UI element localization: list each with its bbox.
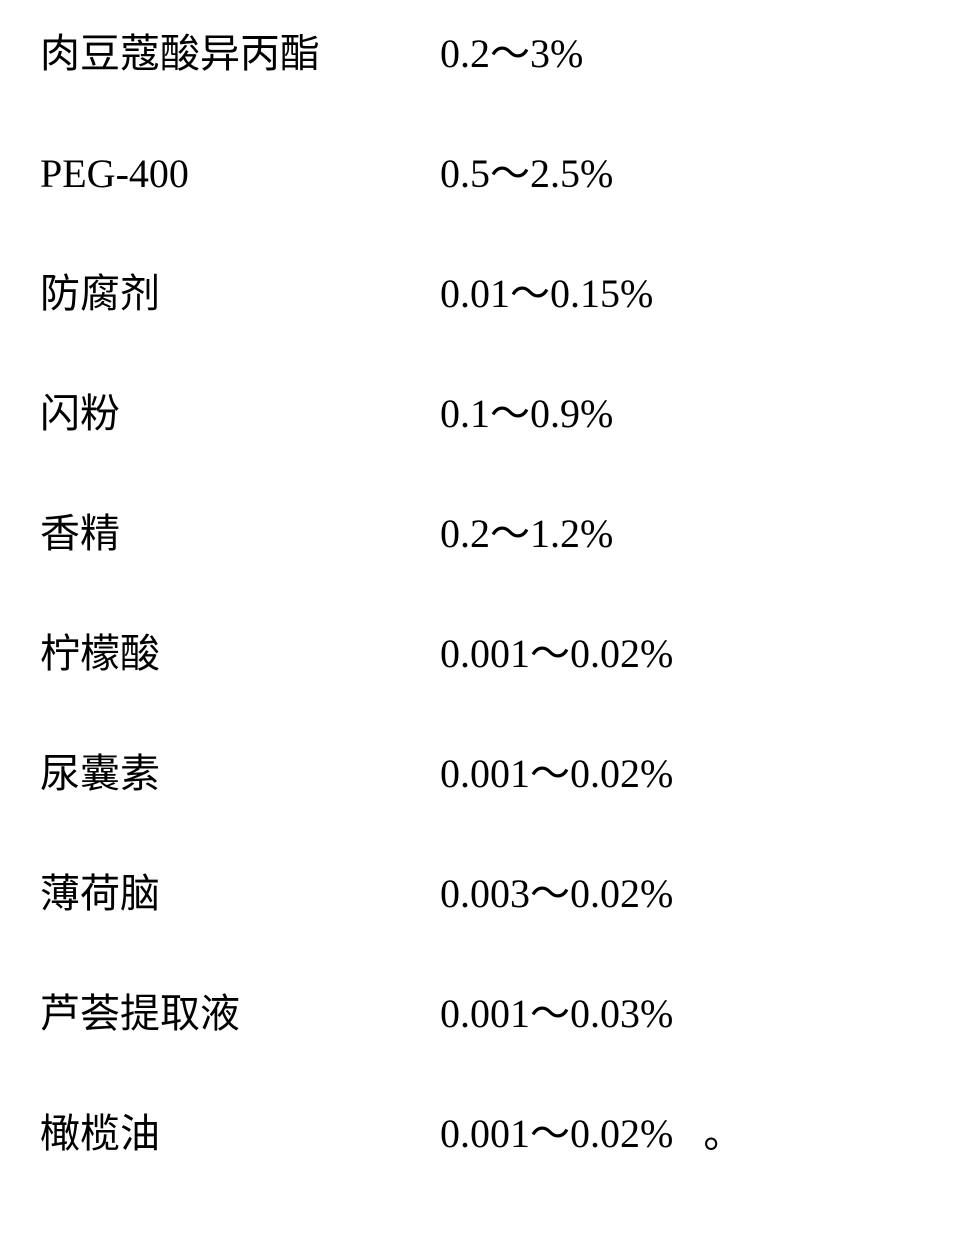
terminal-period: 。 <box>703 1111 743 1156</box>
ingredient-label: PEG-400 <box>40 150 440 198</box>
ingredient-label: 肉豆蔻酸异丙酯 <box>40 30 440 78</box>
ingredient-label: 闪粉 <box>40 390 440 438</box>
list-row: 闪粉 0.1～0.9% <box>40 390 925 438</box>
ingredient-value-text: 0.001～0.02% <box>440 1111 673 1156</box>
list-row: 香精 0.2～1.2% <box>40 510 925 558</box>
ingredient-list: 肉豆蔻酸异丙酯 0.2～3% PEG-400 0.5～2.5% 防腐剂 0.01… <box>40 30 925 1158</box>
list-row: 防腐剂 0.01～0.15% <box>40 270 925 318</box>
ingredient-label: 薄荷脑 <box>40 870 440 918</box>
ingredient-value: 0.001～0.02% <box>440 630 925 678</box>
ingredient-value: 0.5～2.5% <box>440 150 925 198</box>
ingredient-value: 0.001～0.02% <box>440 750 925 798</box>
ingredient-value: 0.01～0.15% <box>440 270 925 318</box>
ingredient-value: 0.003～0.02% <box>440 870 925 918</box>
ingredient-label: 橄榄油 <box>40 1110 440 1158</box>
ingredient-value: 0.1～0.9% <box>440 390 925 438</box>
list-row: 薄荷脑 0.003～0.02% <box>40 870 925 918</box>
ingredient-value: 0.2～3% <box>440 30 925 78</box>
ingredient-label: 柠檬酸 <box>40 630 440 678</box>
ingredient-label: 香精 <box>40 510 440 558</box>
ingredient-label: 芦荟提取液 <box>40 990 440 1038</box>
list-row: 肉豆蔻酸异丙酯 0.2～3% <box>40 30 925 78</box>
ingredient-value: 0.2～1.2% <box>440 510 925 558</box>
list-row: 柠檬酸 0.001～0.02% <box>40 630 925 678</box>
list-row: 尿囊素 0.001～0.02% <box>40 750 925 798</box>
list-row: 芦荟提取液 0.001～0.03% <box>40 990 925 1038</box>
list-row: 橄榄油 0.001～0.02% 。 <box>40 1110 925 1158</box>
ingredient-value: 0.001～0.03% <box>440 990 925 1038</box>
ingredient-label: 防腐剂 <box>40 270 440 318</box>
ingredient-value: 0.001～0.02% 。 <box>440 1110 925 1158</box>
list-row: PEG-400 0.5～2.5% <box>40 150 925 198</box>
ingredient-label: 尿囊素 <box>40 750 440 798</box>
